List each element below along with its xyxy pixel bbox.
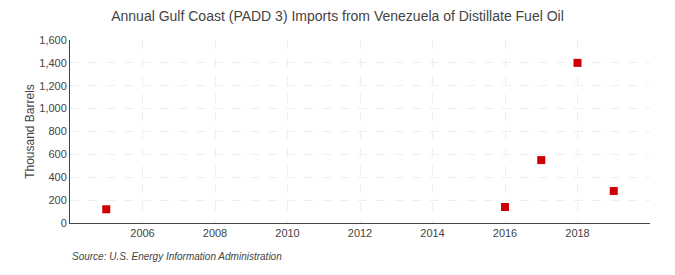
svg-text:Thousand Barrels: Thousand Barrels: [23, 84, 37, 179]
svg-text:2012: 2012: [348, 227, 372, 239]
svg-text:2014: 2014: [420, 227, 444, 239]
svg-text:1,600: 1,600: [39, 34, 67, 46]
svg-text:400: 400: [48, 171, 66, 183]
svg-text:1,200: 1,200: [39, 80, 67, 92]
svg-text:0: 0: [61, 217, 67, 229]
svg-text:2006: 2006: [130, 227, 154, 239]
svg-text:800: 800: [48, 125, 66, 137]
svg-text:200: 200: [48, 194, 66, 206]
svg-text:600: 600: [48, 148, 66, 160]
svg-text:2008: 2008: [203, 227, 227, 239]
svg-text:1,400: 1,400: [39, 57, 67, 69]
svg-text:Source: U.S. Energy Informatio: Source: U.S. Energy Information Administ…: [72, 251, 282, 262]
svg-text:1,000: 1,000: [39, 102, 67, 114]
svg-text:2016: 2016: [493, 227, 517, 239]
svg-text:2010: 2010: [275, 227, 299, 239]
svg-text:2018: 2018: [565, 227, 589, 239]
svg-text:Annual Gulf Coast (PADD 3) Imp: Annual Gulf Coast (PADD 3) Imports from …: [111, 8, 564, 24]
